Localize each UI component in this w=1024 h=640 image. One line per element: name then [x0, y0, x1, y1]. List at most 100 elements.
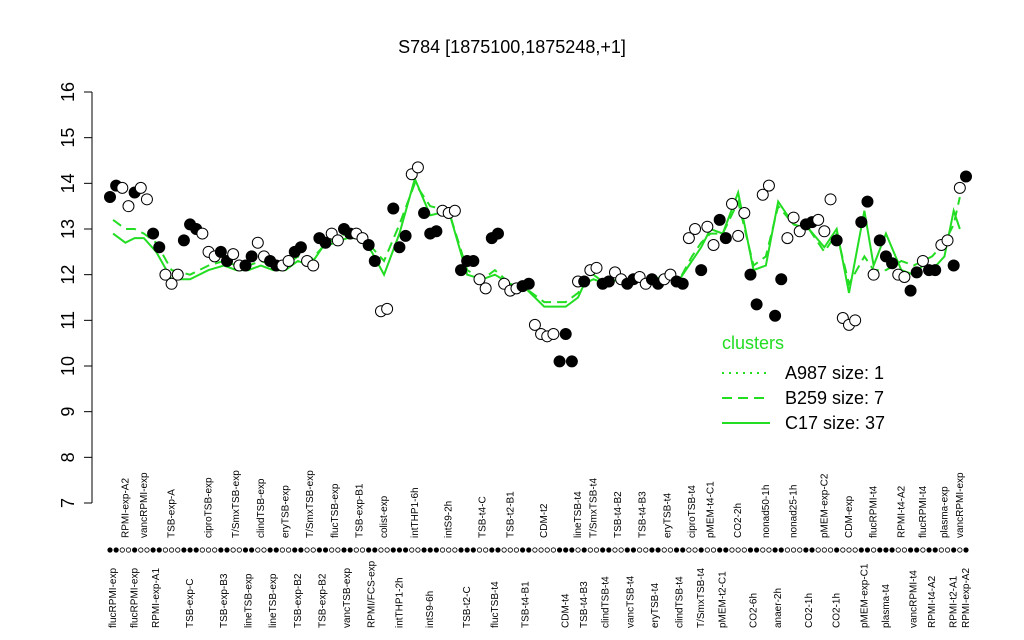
chart-title: S784 [1875100,1875248,+1] — [398, 37, 626, 57]
point — [245, 250, 258, 263]
rug-dot — [729, 547, 735, 553]
x-tick-label: lineTSB-exp — [268, 573, 279, 628]
x-tick-label: TSB-t2-C — [462, 586, 473, 628]
x-tick-label: intTHP1-2h — [394, 577, 405, 628]
rug-dot — [322, 547, 329, 553]
point — [294, 241, 307, 254]
x-tick-label: CO2-1h — [832, 593, 843, 628]
rug-dot — [877, 547, 883, 553]
rug-dot — [513, 547, 520, 553]
rug-dot — [483, 547, 489, 553]
x-tick-label: vancRPMI-t4 — [909, 570, 920, 628]
rug-dot — [593, 547, 600, 553]
point — [565, 355, 578, 368]
rug-dot — [649, 547, 655, 553]
rug-dot — [575, 547, 581, 553]
x-tick-label: pMEM-t2-C1 — [718, 571, 729, 628]
x-tick-label: intS9-2h — [444, 501, 455, 538]
point — [411, 161, 424, 174]
point — [331, 234, 344, 247]
x-tick-label: TSB-t2-B1 — [505, 491, 516, 538]
x-tick-label: RPMI-exp-A2 — [961, 568, 972, 628]
x-tick-label: clindTSB-t4 — [675, 576, 686, 628]
x-tick-label: clindTSB-t4 — [601, 576, 612, 628]
rug-dot — [630, 547, 637, 553]
point — [307, 259, 320, 272]
rug-dot — [470, 547, 476, 553]
x-tick-label: CDM-t4 — [561, 593, 572, 628]
x-tick-label: lineTSB-t4 — [573, 491, 584, 538]
rug-dot — [384, 547, 390, 553]
point — [547, 328, 560, 341]
rug-dot — [717, 547, 723, 553]
x-tick-label: flucRPMI-t4 — [869, 485, 880, 538]
x-tick-label: ciproTSB-t4 — [687, 485, 698, 538]
rug-dot — [476, 547, 483, 553]
point — [559, 328, 572, 341]
rug-dot — [150, 547, 156, 553]
rug-dot — [353, 547, 359, 553]
x-tick-label: TSB-t4-B3 — [579, 581, 590, 628]
x-tick-label: eryTSB-t4 — [662, 493, 673, 538]
rug-dot — [637, 547, 643, 553]
point — [719, 232, 732, 245]
x-tick-label: flucRPMI-exp — [108, 568, 119, 628]
x-tick-label: ciproTSB-exp — [204, 477, 215, 538]
rug-dot — [624, 547, 630, 553]
point — [781, 232, 794, 245]
point — [418, 207, 431, 220]
rug-dot — [359, 547, 366, 553]
point — [738, 207, 751, 220]
x-tick-label: T/SmxTSB-exp — [305, 470, 316, 538]
rug-dot — [181, 547, 187, 553]
point — [467, 254, 480, 267]
point — [941, 234, 954, 247]
x-tick-label: RPMI-exp-A2 — [120, 478, 131, 538]
x-tick-label: nonad25-1h — [789, 485, 800, 538]
x-tick-label: RPMI-t4-A2 — [927, 575, 938, 628]
x-tick-label: TSB-exp-A — [167, 489, 178, 538]
point — [122, 200, 135, 213]
rug-dot — [372, 547, 378, 553]
point — [196, 227, 209, 240]
rug-dot — [710, 547, 717, 553]
x-tick-label: pMEM-t4-C1 — [705, 481, 716, 538]
rug-dot — [747, 547, 754, 553]
rug-dot — [920, 547, 926, 553]
point — [116, 181, 129, 194]
point — [171, 268, 184, 281]
point — [849, 314, 862, 327]
x-tick-label: CDM-exp — [844, 495, 855, 538]
x-tick-label: nonad50-1h — [761, 485, 772, 538]
rug-dot — [821, 547, 827, 553]
rug-dot — [236, 547, 242, 553]
point — [393, 241, 406, 254]
rug-dot — [563, 547, 569, 553]
point — [214, 245, 227, 258]
point — [602, 275, 615, 288]
x-tick-label: vancRPMI-exp — [955, 472, 966, 538]
point — [473, 273, 486, 286]
y-tick-label: 11 — [58, 311, 78, 330]
rug-dot — [458, 547, 464, 553]
rug-dot — [316, 547, 322, 553]
rug-dot — [673, 547, 680, 553]
rug-dot — [427, 547, 433, 553]
point — [140, 193, 153, 206]
point — [824, 193, 837, 206]
rug-dot — [606, 547, 612, 553]
rug-dot — [526, 547, 532, 553]
x-tick-label: vancTSB-exp — [342, 568, 353, 628]
y-tick-label: 10 — [58, 356, 78, 376]
rug-dot — [273, 547, 279, 553]
y-tick-label: 8 — [58, 452, 78, 462]
point — [775, 273, 788, 286]
rug-dot — [803, 547, 809, 553]
rug-dot — [538, 547, 544, 553]
rug-dot — [932, 547, 938, 553]
x-tick-label: flucRPMI-exp — [130, 568, 141, 628]
rug-dot — [507, 547, 513, 553]
point — [916, 254, 929, 267]
point — [368, 254, 381, 267]
rug-dot — [698, 547, 704, 553]
